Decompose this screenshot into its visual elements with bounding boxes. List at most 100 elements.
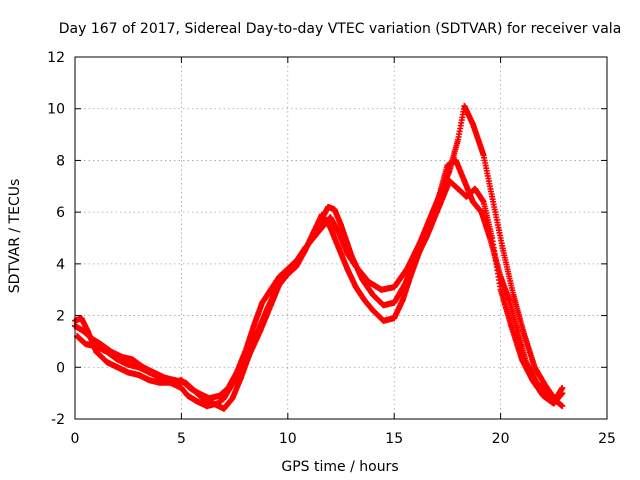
data-point — [446, 167, 453, 174]
data-point — [114, 356, 121, 363]
data-point — [203, 403, 210, 410]
y-tick-label: 6 — [56, 205, 65, 221]
data-point — [378, 286, 385, 293]
y-tick-label: 0 — [56, 360, 65, 376]
data-point — [344, 250, 351, 257]
data-point — [301, 245, 308, 252]
data-point — [489, 193, 496, 200]
x-tick-label: 10 — [279, 431, 297, 447]
series-trace — [74, 103, 565, 409]
data-point — [167, 379, 174, 386]
data-point — [461, 178, 468, 185]
data-point — [276, 273, 283, 280]
data-point — [559, 384, 566, 391]
data-point — [380, 317, 387, 324]
data-point — [365, 278, 372, 285]
data-point — [531, 364, 538, 371]
data-point — [486, 235, 493, 241]
data-point — [246, 351, 253, 358]
data-point — [499, 245, 506, 252]
data-point — [391, 299, 398, 306]
data-point — [186, 384, 193, 391]
data-point — [259, 299, 266, 306]
data-point — [242, 348, 249, 355]
data-point — [184, 392, 191, 399]
y-axis-label: SDTVAR / TECUs — [7, 179, 23, 294]
data-point — [391, 315, 398, 322]
y-tick-label: 8 — [56, 153, 65, 169]
data-point — [225, 384, 232, 391]
data-point — [369, 307, 376, 314]
data-point — [93, 343, 100, 350]
y-tick-label: 2 — [56, 309, 65, 325]
x-tick-label: 20 — [492, 431, 510, 447]
data-point — [146, 377, 153, 384]
data-point — [335, 245, 342, 252]
data-point — [193, 397, 200, 404]
data-point — [352, 284, 359, 291]
data-point — [552, 397, 559, 404]
x-tick-label: 15 — [385, 431, 403, 447]
data-point — [310, 235, 317, 241]
data-point — [318, 224, 325, 231]
chart-title: Day 167 of 2017, Sidereal Day-to-day VTE… — [59, 21, 622, 37]
data-point — [408, 271, 415, 278]
data-point — [318, 211, 325, 218]
data-points — [72, 103, 566, 412]
data-point — [510, 291, 517, 298]
data-point — [195, 390, 202, 397]
data-point — [380, 302, 387, 309]
x-tick-label: 5 — [177, 431, 186, 447]
x-tick-label: 25 — [598, 431, 616, 447]
data-point — [540, 392, 547, 399]
data-point — [331, 206, 338, 213]
data-point — [216, 392, 223, 399]
data-point — [267, 302, 274, 309]
y-tick-label: 12 — [47, 50, 65, 66]
data-point — [533, 379, 540, 386]
data-point — [472, 185, 479, 192]
data-point — [352, 263, 359, 270]
data-point — [497, 273, 504, 280]
data-point — [82, 341, 89, 348]
data-point — [506, 297, 513, 304]
y-tick-label: 4 — [56, 257, 65, 273]
data-point — [327, 224, 334, 231]
data-point — [206, 395, 213, 402]
y-tick-label: 10 — [47, 102, 65, 118]
data-point — [135, 372, 142, 379]
data-point — [521, 330, 528, 337]
data-point — [237, 374, 244, 381]
data-point — [469, 121, 476, 128]
data-point — [461, 103, 468, 110]
data-point — [523, 359, 530, 366]
data-point — [267, 286, 274, 293]
data-point — [542, 382, 549, 389]
data-point — [559, 403, 566, 410]
data-point — [403, 266, 410, 273]
data-point — [361, 297, 368, 304]
x-tick-label: 0 — [71, 431, 80, 447]
data-point — [335, 229, 342, 236]
series-trace — [72, 178, 565, 410]
data-point — [455, 136, 462, 143]
data-point — [455, 185, 462, 192]
data-point — [125, 369, 132, 376]
data-point — [429, 209, 436, 216]
data-point — [344, 266, 351, 273]
data-point — [178, 377, 185, 384]
data-point — [80, 328, 87, 335]
data-point — [146, 369, 153, 376]
data-point — [229, 395, 236, 402]
data-point — [284, 266, 291, 273]
data-point — [220, 405, 227, 412]
data-point — [391, 284, 398, 291]
axis-ticks: 0 5 10 15 20 25 -2 0 2 4 6 8 10 12 — [47, 50, 616, 447]
data-point — [129, 356, 136, 363]
data-point — [327, 214, 334, 221]
data-point — [157, 374, 164, 381]
plot-frame — [74, 56, 608, 420]
data-point — [220, 395, 227, 402]
